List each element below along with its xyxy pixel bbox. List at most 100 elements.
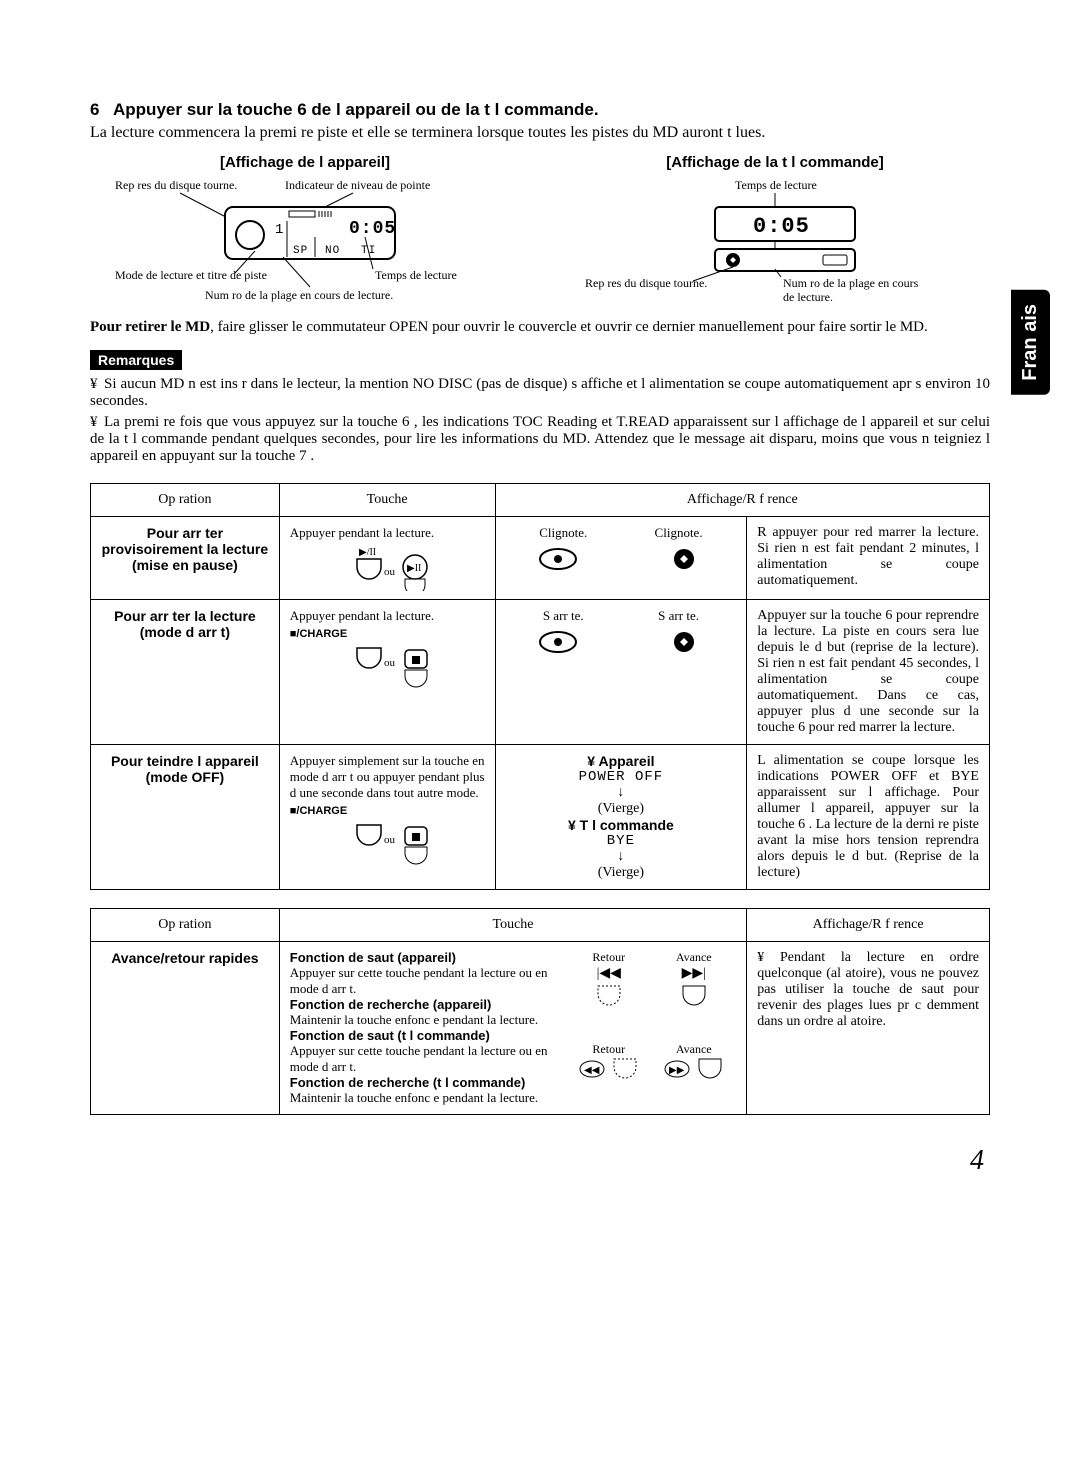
remarques-label: Remarques [90, 350, 182, 370]
touche-cell: Appuyer pendant la lecture. ■/CHARGE ou [279, 600, 495, 745]
display-left-title: [Affichage de l appareil] [90, 154, 520, 171]
display-right: [Affichage de la t l commande] Temps de … [560, 154, 990, 307]
op-cell: Pour teindre l appareil (mode OFF) [91, 745, 280, 890]
page-number: 4 [90, 1145, 990, 1177]
aff-label-a: S arr te. [543, 608, 584, 624]
reference-cell: ¥ Pendant la lecture en ordre quelconque… [747, 942, 990, 1115]
aff-label-b: S arr te. [658, 608, 699, 624]
skip-back-icon: |◀◀ [577, 965, 640, 982]
touche-text: Appuyer pendant la lecture. [290, 525, 485, 541]
svg-text:◀◀: ◀◀ [584, 1065, 600, 1076]
fn-text: Appuyer sur cette touche pendant la lect… [290, 1043, 552, 1075]
step-number: 6 [90, 100, 99, 119]
affichage-cell: ¥ Appareil POWER OFF ↓ (Vierge) ¥ T l co… [495, 745, 747, 890]
svg-text:Num ro de la plage en cours: Num ro de la plage en cours [783, 276, 919, 290]
fn-heading: Fonction de recherche (appareil) [290, 997, 552, 1012]
op-cell: Pour arr ter la lecture (mode d arr t) [91, 600, 280, 745]
fn-heading: Fonction de saut (appareil) [290, 950, 552, 965]
remote-fwd-icon: ▶▶ [662, 1059, 692, 1083]
svg-text:Temps de lecture: Temps de lecture [375, 268, 457, 282]
vierge-text: (Vierge) [506, 865, 737, 881]
svg-text:ou: ou [384, 657, 396, 669]
remarque-item: ¥Si aucun MD n est ins r dans le lecteur… [90, 376, 990, 410]
avance-label: Avance [662, 1042, 725, 1057]
arrow-down-icon: ↓ [506, 785, 737, 801]
bye-text: BYE [506, 833, 737, 849]
power-off-text: POWER OFF [506, 769, 737, 785]
arrow-down-icon: ↓ [506, 849, 737, 865]
remarques-list: ¥Si aucun MD n est ins r dans le lecteur… [90, 376, 990, 465]
touche-text: Appuyer pendant la lecture. [290, 608, 485, 624]
operations-table-2: Op ration Touche Affichage/R f rence Ava… [90, 908, 990, 1115]
table-row: Avance/retour rapides Fonction de saut (… [91, 942, 990, 1115]
svg-text:SP: SP [293, 245, 308, 257]
reference-cell: Appuyer sur la touche 6 pour reprendre l… [747, 600, 990, 745]
display-left-svg: Rep res du disque tourne. Indicateur de … [115, 177, 495, 307]
display-right-title: [Affichage de la t l commande] [560, 154, 990, 171]
disc-icon [536, 545, 580, 573]
touche-cell: Fonction de saut (appareil) Appuyer sur … [279, 942, 746, 1115]
affichage-cell: S arr te. S arr te. [495, 600, 747, 745]
step-description: La lecture commencera la premi re piste … [90, 124, 990, 142]
retour-group: Retour |◀◀ Retour ◀◀ [577, 950, 640, 1106]
aff-label-b: Clignote. [655, 525, 703, 541]
charge-label: ■/CHARGE [290, 628, 485, 640]
charge-label: ■/CHARGE [290, 805, 485, 817]
page: Fran ais 6 Appuyer sur la touche 6 de l … [0, 0, 1080, 1217]
stop-button-icon: ou [327, 821, 447, 867]
operations-table-1: Op ration Touche Affichage/R f rence Pou… [90, 483, 990, 890]
avance-group: Avance ▶▶| Avance ▶▶ [662, 950, 725, 1106]
disc-icon [536, 628, 580, 656]
table-header-row: Op ration Touche Affichage/R f rence [91, 484, 990, 517]
touche-text: Appuyer simplement sur la touche en mode… [290, 753, 485, 801]
fn-text: Maintenir la touche enfonc e pendant la … [290, 1090, 552, 1106]
svg-text:Temps de lecture: Temps de lecture [735, 178, 817, 192]
table-row: Pour arr ter provisoirement la lecture (… [91, 517, 990, 600]
op-cell: Pour arr ter provisoirement la lecture (… [91, 517, 280, 600]
language-tab: Fran ais [1011, 290, 1050, 395]
retour-label: Retour [577, 1042, 640, 1057]
skip-fwd-icon: ▶▶| [662, 965, 725, 982]
remote-disc-icon [662, 545, 706, 573]
display-row: [Affichage de l appareil] Rep res du dis… [90, 154, 990, 307]
svg-text:0:05: 0:05 [349, 219, 396, 239]
button-icon [679, 982, 709, 1012]
button-icon [594, 982, 624, 1012]
touche-cell: Appuyer simplement sur la touche en mode… [279, 745, 495, 890]
fn-heading: Fonction de saut (t l commande) [290, 1028, 552, 1043]
remarque-item: ¥La premi re fois que vous appuyez sur l… [90, 414, 990, 465]
table-row: Pour arr ter la lecture (mode d arr t) A… [91, 600, 990, 745]
button-icon [610, 1057, 640, 1083]
svg-text:ou: ou [384, 566, 396, 578]
reference-cell: R appuyer pour red marrer la lecture. Si… [747, 517, 990, 600]
aff-label-a: Clignote. [539, 525, 587, 541]
svg-text:ou: ou [384, 834, 396, 846]
touche-cell: Appuyer pendant la lecture. ▶/II ou ▶II [279, 517, 495, 600]
svg-text:▶II: ▶II [407, 563, 421, 574]
vierge-text: (Vierge) [506, 801, 737, 817]
svg-text:Indicateur de niveau de pointe: Indicateur de niveau de pointe [285, 178, 430, 192]
svg-text:Num ro de la plage en cours de: Num ro de la plage en cours de lecture. [205, 288, 393, 302]
display-right-svg: Temps de lecture 0:05 Rep res du disque … [585, 177, 965, 307]
note-under: Pour retirer le MD, faire glisser le com… [90, 319, 990, 336]
th-touche: Touche [279, 909, 746, 942]
play-pause-button-icon: ▶/II ou ▶II [327, 545, 447, 591]
avance-label: Avance [662, 950, 725, 965]
fn-text: Maintenir la touche enfonc e pendant la … [290, 1012, 552, 1028]
svg-text:NO: NO [325, 245, 340, 257]
svg-text:▶/II: ▶/II [359, 547, 376, 558]
th-affichage: Affichage/R f rence [747, 909, 990, 942]
telecommande-label: ¥ T l commande [506, 817, 737, 833]
th-operation: Op ration [91, 484, 280, 517]
svg-text:Mode de lecture et titre de pi: Mode de lecture et titre de piste [115, 268, 267, 282]
step-title-text: Appuyer sur la touche 6 de l appareil ou… [113, 100, 599, 119]
remote-disc-icon [662, 628, 706, 656]
fn-heading: Fonction de recherche (t l commande) [290, 1075, 552, 1090]
th-affichage: Affichage/R f rence [495, 484, 989, 517]
remote-back-icon: ◀◀ [577, 1059, 607, 1083]
button-icon [695, 1057, 725, 1083]
table-header-row: Op ration Touche Affichage/R f rence [91, 909, 990, 942]
table-row: Pour teindre l appareil (mode OFF) Appuy… [91, 745, 990, 890]
op-cell: Avance/retour rapides [91, 942, 280, 1115]
fn-text: Appuyer sur cette touche pendant la lect… [290, 965, 552, 997]
